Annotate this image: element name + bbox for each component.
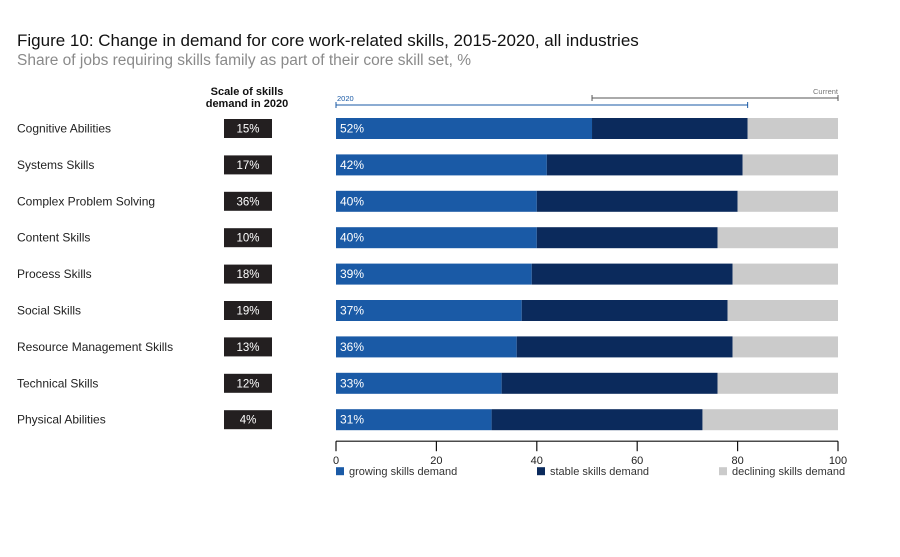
bar-declining	[732, 263, 838, 285]
growing-data-label: 31%	[340, 413, 364, 427]
x-tick-label: 20	[430, 455, 442, 467]
scale-badge-value: 36%	[236, 196, 259, 208]
scale-badge	[224, 191, 272, 211]
growing-data-label: 40%	[340, 231, 364, 245]
bar-growing	[336, 336, 517, 358]
bar-stable	[536, 227, 718, 249]
bar-stable	[516, 336, 733, 358]
bracket-2020-label: 2020	[337, 94, 354, 103]
scale-badge-value: 19%	[236, 306, 259, 318]
bar-declining	[717, 372, 838, 394]
scale-badge	[224, 337, 272, 357]
bar-declining	[732, 336, 838, 358]
category-label: Social Skills	[17, 304, 81, 318]
bar-declining	[702, 409, 838, 431]
bar-stable	[491, 409, 703, 431]
bar-stable	[531, 263, 733, 285]
scale-badge	[224, 410, 272, 430]
bar-stable	[501, 372, 718, 394]
scale-badge	[224, 264, 272, 284]
bar-growing	[336, 263, 532, 285]
chart-title: Figure 10: Change in demand for core wor…	[17, 31, 639, 50]
scale-badge-value: 13%	[236, 342, 259, 354]
bar-stable	[592, 118, 748, 139]
bar-declining	[747, 118, 838, 139]
growing-data-label: 40%	[340, 194, 364, 208]
x-tick-label: 60	[631, 455, 643, 467]
scale-badge-value: 18%	[236, 269, 259, 281]
growing-data-label: 36%	[340, 340, 364, 354]
legend-label: stable skills demand	[550, 466, 649, 478]
bar-declining	[727, 300, 838, 321]
bar-growing	[336, 227, 537, 249]
scale-header-line1: Scale of skills	[210, 86, 284, 98]
scale-badge-value: 15%	[236, 124, 259, 136]
bar-growing	[336, 154, 547, 176]
bar-stable	[536, 190, 738, 212]
category-label: Technical Skills	[17, 376, 98, 390]
scale-badge-value: 17%	[236, 160, 259, 172]
scale-badge	[224, 228, 272, 248]
scale-badge	[224, 301, 272, 320]
legend-swatch	[719, 467, 727, 476]
growing-data-label: 37%	[340, 304, 364, 318]
bar-declining	[742, 154, 838, 176]
bar-declining	[717, 227, 838, 249]
scale-badge-value: 12%	[236, 378, 259, 390]
bar-growing	[336, 409, 492, 431]
scale-header: Scale of skills demand in 2020	[186, 86, 308, 110]
scale-badge	[224, 155, 272, 175]
bar-growing	[336, 190, 537, 212]
x-tick-label: 80	[731, 455, 743, 467]
bar-growing	[336, 118, 593, 139]
scale-header-line2: demand in 2020	[205, 98, 289, 110]
x-tick-label: 0	[333, 455, 339, 467]
legend-swatch	[537, 467, 545, 476]
bar-growing	[336, 372, 502, 394]
bar-growing	[336, 300, 522, 321]
bar-stable	[521, 300, 728, 321]
growing-data-label: 52%	[340, 122, 364, 136]
chart-subtitle: Share of jobs requiring skills family as…	[17, 52, 471, 69]
growing-data-label: 33%	[340, 376, 364, 390]
scale-badge	[224, 373, 272, 393]
bar-stable	[546, 154, 743, 176]
legend-label: growing skills demand	[349, 466, 457, 478]
category-label: Content Skills	[17, 231, 90, 245]
category-label: Resource Management Skills	[17, 340, 173, 354]
category-label: Systems Skills	[17, 158, 94, 172]
category-label: Process Skills	[17, 267, 92, 281]
x-tick-label: 100	[829, 455, 847, 467]
growing-data-label: 39%	[340, 267, 364, 281]
x-tick-label: 40	[531, 455, 543, 467]
category-label: Physical Abilities	[17, 413, 106, 427]
bar-declining	[737, 190, 838, 212]
scale-badge	[224, 119, 272, 138]
scale-badge-value: 4%	[240, 415, 257, 427]
bracket-current-label: Current	[813, 87, 839, 96]
category-label: Cognitive Abilities	[17, 122, 111, 136]
scale-badge-value: 10%	[236, 233, 259, 245]
legend-label: declining skills demand	[732, 466, 845, 478]
category-label: Complex Problem Solving	[17, 194, 155, 208]
legend-swatch	[336, 467, 344, 476]
growing-data-label: 42%	[340, 158, 364, 172]
